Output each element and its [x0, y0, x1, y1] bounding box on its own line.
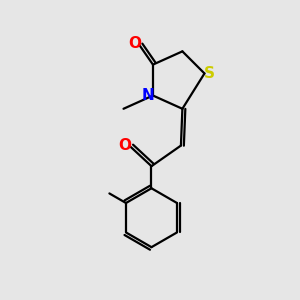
- Text: O: O: [128, 37, 141, 52]
- Text: N: N: [141, 88, 154, 103]
- Text: O: O: [118, 138, 131, 153]
- Text: S: S: [204, 66, 215, 81]
